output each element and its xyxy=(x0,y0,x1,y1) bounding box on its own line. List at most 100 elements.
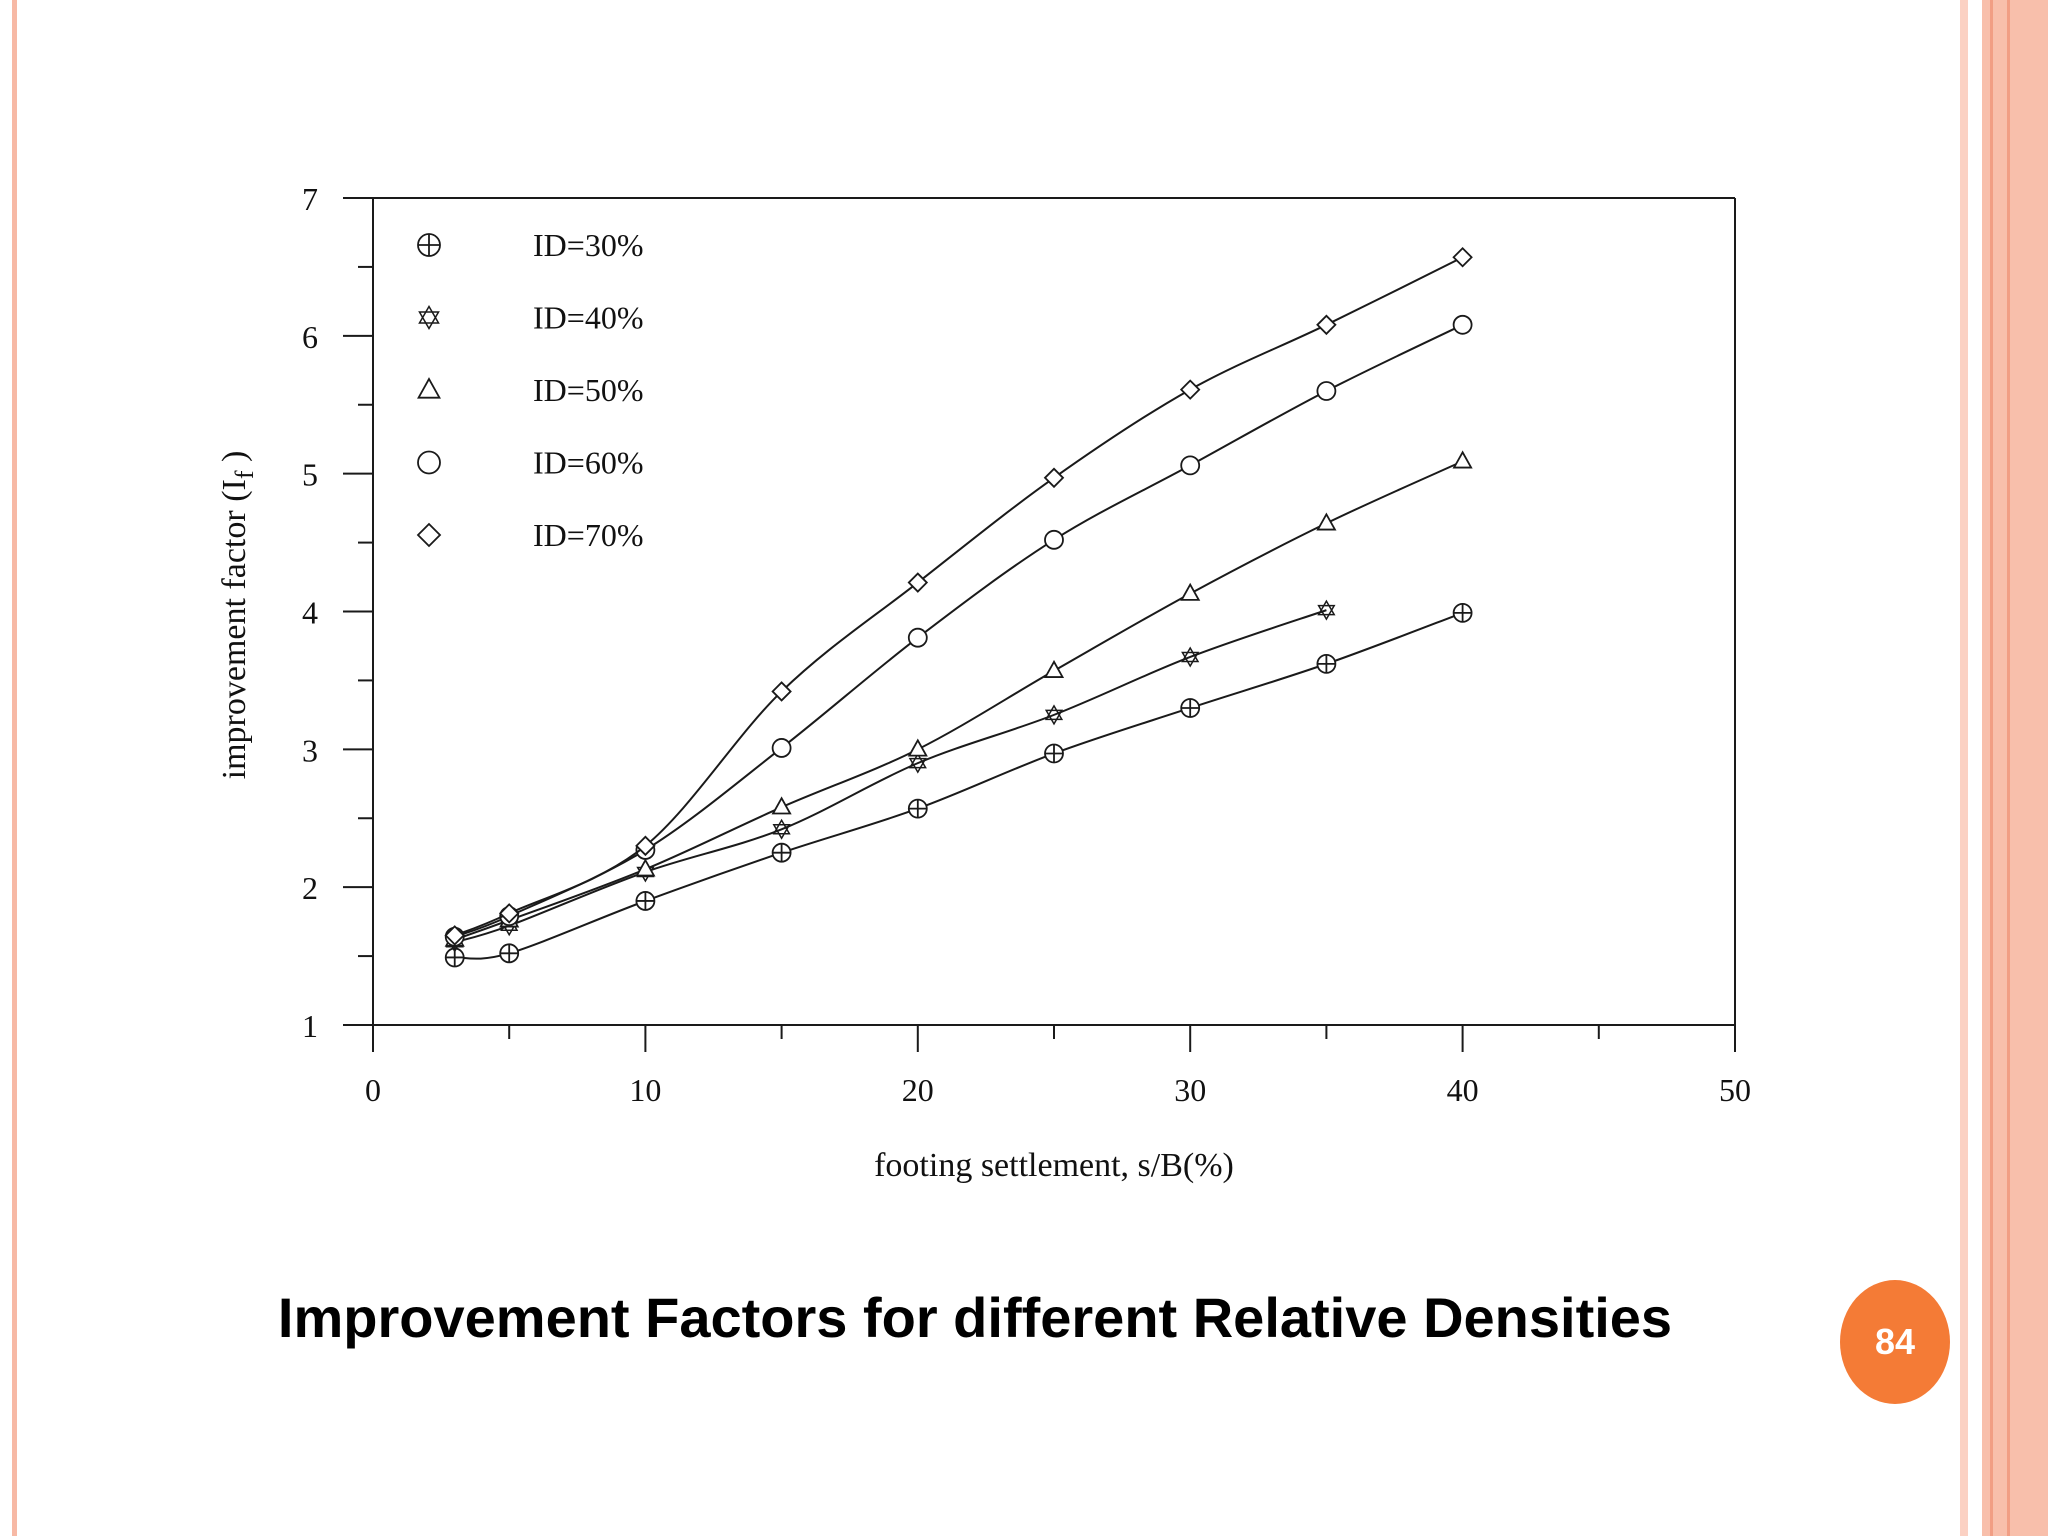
x-tick-label: 10 xyxy=(629,1072,661,1108)
y-axis-label-text: improvement factor (I xyxy=(216,479,253,779)
legend-entry: ID=50% xyxy=(417,372,643,408)
data-point xyxy=(1181,646,1200,668)
data-point xyxy=(1043,659,1065,678)
data-point xyxy=(635,858,656,877)
legend-label: ID=30% xyxy=(533,227,643,263)
slide-frame-line xyxy=(1990,0,1993,1536)
legend-entry: ID=30% xyxy=(417,227,643,263)
series-line xyxy=(454,256,1464,937)
data-point xyxy=(771,738,792,758)
legend-entry: ID=70% xyxy=(416,517,643,553)
marker-star-triangle xyxy=(1044,709,1064,726)
y-tick-label: 4 xyxy=(302,595,318,631)
data-point xyxy=(635,891,656,911)
data-point xyxy=(772,818,791,840)
data-point xyxy=(907,798,928,819)
legend-entry: ID=40% xyxy=(418,300,643,336)
y-tick-label: 7 xyxy=(302,181,318,217)
data-point xyxy=(907,738,928,757)
y-tick-label: 3 xyxy=(302,732,318,768)
legend-marker xyxy=(418,304,440,331)
data-point xyxy=(1316,653,1337,674)
series-id-60- xyxy=(444,314,1473,947)
data-point xyxy=(1179,379,1201,400)
marker-star-triangle xyxy=(1181,651,1200,668)
chart-series xyxy=(444,246,1473,968)
slide-frame-line xyxy=(2007,0,2010,1536)
y-axis-label-subscript: f xyxy=(230,470,259,479)
series-line xyxy=(454,611,1463,960)
data-point xyxy=(1043,467,1065,489)
data-point xyxy=(771,681,792,702)
data-point xyxy=(907,627,928,648)
data-point xyxy=(635,835,656,857)
x-tick-label: 0 xyxy=(365,1072,381,1108)
legend-marker xyxy=(417,450,441,475)
data-point xyxy=(907,572,929,593)
x-tick-label: 30 xyxy=(1174,1072,1206,1108)
legend-marker xyxy=(417,377,441,399)
data-point xyxy=(1316,512,1337,531)
x-axis-label: footing settlement, s/B(%) xyxy=(874,1147,1234,1184)
legend-label: ID=50% xyxy=(533,372,643,408)
series-id-30- xyxy=(444,602,1473,968)
marker-star-triangle xyxy=(908,757,927,774)
y-axis-label-suffix: ) xyxy=(216,451,253,471)
page-number-badge: 84 xyxy=(1840,1280,1950,1404)
data-point xyxy=(1317,599,1336,621)
marker-star-triangle xyxy=(1044,704,1064,721)
marker-star-triangle xyxy=(418,311,440,331)
legend-marker xyxy=(417,233,441,257)
data-point xyxy=(498,903,520,924)
data-point xyxy=(1316,381,1337,401)
data-point xyxy=(1180,698,1201,718)
legend-marker xyxy=(416,522,442,548)
series-line xyxy=(454,323,1464,938)
series-line xyxy=(454,460,1464,941)
y-tick-label: 6 xyxy=(302,319,318,355)
series-line xyxy=(454,609,1327,944)
y-axis-label: improvement factor (If ) xyxy=(216,451,259,780)
data-point xyxy=(1044,704,1064,726)
chart-legend: ID=30% ID=40% ID=50% ID=60% ID=70% xyxy=(416,227,643,553)
series-id-50- xyxy=(444,450,1473,947)
data-point xyxy=(444,925,465,946)
data-point xyxy=(1044,743,1064,764)
data-point xyxy=(908,752,927,774)
data-point xyxy=(444,947,465,968)
data-point xyxy=(1044,529,1064,550)
marker-star-triangle xyxy=(1181,646,1200,663)
data-point xyxy=(1180,455,1201,476)
slide-title: Improvement Factors for different Relati… xyxy=(277,1286,1673,1349)
data-point xyxy=(1452,602,1473,623)
slide-frame-left xyxy=(12,0,17,1536)
y-tick-label: 1 xyxy=(302,1008,318,1044)
marker-star-triangle xyxy=(1317,599,1336,616)
marker-star-triangle xyxy=(1317,604,1336,621)
marker-star-triangle xyxy=(772,824,791,840)
slide-frame-right xyxy=(1982,0,2048,1536)
series-id-40- xyxy=(445,599,1336,953)
data-point xyxy=(1316,314,1337,336)
legend-entry: ID=60% xyxy=(417,445,643,481)
y-tick-label: 5 xyxy=(302,457,318,493)
x-tick-label: 50 xyxy=(1719,1072,1751,1108)
chart-ticks: 0 10 20 30 40 50 1 2 3 4 5 6 7 xyxy=(302,181,1751,1108)
data-point xyxy=(771,842,792,863)
legend-label: ID=70% xyxy=(533,517,643,553)
x-tick-label: 40 xyxy=(1447,1072,1479,1108)
marker-star-triangle xyxy=(908,752,927,769)
marker-star-triangle xyxy=(772,818,791,835)
data-point xyxy=(499,943,520,964)
data-point xyxy=(771,796,792,815)
data-point xyxy=(1180,582,1201,601)
slide-frame-right-band xyxy=(1960,0,1968,1536)
data-point xyxy=(1452,450,1473,469)
data-point xyxy=(1452,314,1473,335)
legend-label: ID=60% xyxy=(533,445,643,481)
marker-star-triangle xyxy=(418,304,440,324)
y-tick-label: 2 xyxy=(302,870,318,906)
x-tick-label: 20 xyxy=(902,1072,934,1108)
legend-label: ID=40% xyxy=(533,300,643,336)
